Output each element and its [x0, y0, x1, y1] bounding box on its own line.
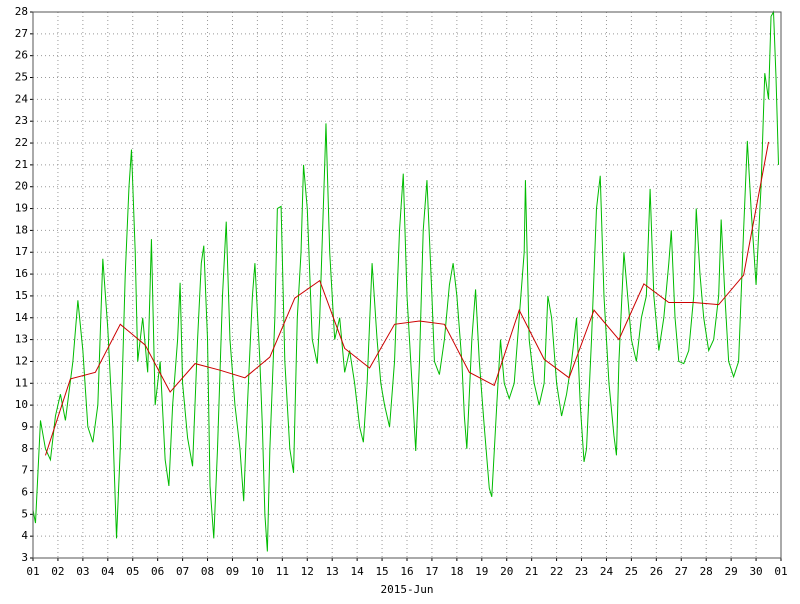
y-tick-label: 5 — [21, 507, 28, 520]
y-tick-label: 17 — [15, 245, 28, 258]
y-tick-label: 25 — [15, 71, 28, 84]
x-tick-label: 23 — [575, 565, 588, 578]
x-tick-label: 29 — [725, 565, 738, 578]
x-tick-label: 24 — [600, 565, 614, 578]
x-tick-label: 01 — [26, 565, 39, 578]
x-tick-label: 20 — [500, 565, 513, 578]
y-tick-label: 20 — [15, 180, 28, 193]
x-tick-label: 21 — [525, 565, 538, 578]
x-tick-label: 22 — [550, 565, 563, 578]
y-tick-label: 15 — [15, 289, 28, 302]
y-tick-label: 3 — [21, 551, 28, 564]
x-axis-label: 2015-Jun — [381, 583, 434, 596]
y-tick-label: 6 — [21, 485, 28, 498]
x-tick-label: 26 — [650, 565, 663, 578]
x-tick-label: 02 — [51, 565, 64, 578]
y-tick-label: 11 — [15, 376, 28, 389]
x-tick-label: 06 — [151, 565, 164, 578]
x-tick-label: 28 — [700, 565, 713, 578]
y-tick-label: 27 — [15, 27, 28, 40]
y-tick-label: 24 — [15, 92, 29, 105]
y-tick-label: 18 — [15, 223, 28, 236]
y-tick-label: 10 — [15, 398, 28, 411]
y-tick-label: 12 — [15, 354, 28, 367]
y-tick-label: 7 — [21, 464, 28, 477]
y-tick-label: 9 — [21, 420, 28, 433]
x-tick-label: 10 — [251, 565, 264, 578]
plot-border — [32, 11, 782, 559]
x-tick-label: 12 — [301, 565, 314, 578]
y-tick-label: 19 — [15, 202, 28, 215]
x-tick-label: 30 — [749, 565, 762, 578]
x-tick-label: 08 — [201, 565, 214, 578]
line-series — [44, 141, 770, 456]
x-tick-label: 25 — [625, 565, 638, 578]
x-tick-label: 11 — [276, 565, 289, 578]
x-tick-label: 07 — [176, 565, 189, 578]
line-series — [32, 10, 780, 552]
x-tick-label: 13 — [326, 565, 339, 578]
y-tick-label: 4 — [21, 529, 28, 542]
y-tick-label: 13 — [15, 333, 28, 346]
x-tick-label: 16 — [400, 565, 413, 578]
x-tick-label: 18 — [450, 565, 463, 578]
x-tick-label: 03 — [76, 565, 89, 578]
x-tick-label: 04 — [101, 565, 115, 578]
x-tick-label: 01 — [774, 565, 787, 578]
x-tick-label: 05 — [126, 565, 139, 578]
y-tick-label: 21 — [15, 158, 28, 171]
y-tick-label: 26 — [15, 49, 28, 62]
x-tick-label: 17 — [425, 565, 438, 578]
x-tick-label: 09 — [226, 565, 239, 578]
y-tick-label: 16 — [15, 267, 28, 280]
y-tick-label: 14 — [15, 311, 29, 324]
y-tick-label: 28 — [15, 5, 28, 18]
y-tick-label: 23 — [15, 114, 28, 127]
y-tick-label: 8 — [21, 442, 28, 455]
x-tick-label: 14 — [351, 565, 365, 578]
y-tick-label: 22 — [15, 136, 28, 149]
x-tick-label: 19 — [475, 565, 488, 578]
x-tick-label: 15 — [375, 565, 388, 578]
x-tick-label: 27 — [675, 565, 688, 578]
